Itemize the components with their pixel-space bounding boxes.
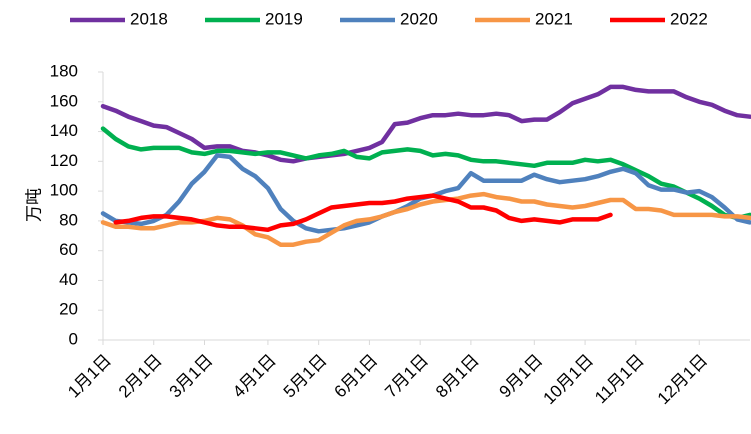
y-tick-label: 20	[59, 300, 78, 319]
y-tick-label: 100	[50, 181, 78, 200]
y-axis-title: 万吨	[24, 188, 43, 222]
x-tick-label: 9月1日	[495, 351, 546, 402]
legend-label: 2019	[265, 9, 303, 28]
y-tick-label: 160	[50, 91, 78, 110]
x-tick-label: 5月1日	[280, 351, 331, 402]
x-tick-label: 2月1日	[115, 351, 166, 402]
series-line	[100, 191, 751, 247]
x-tick-label: 6月1日	[331, 351, 382, 402]
x-tick-label: 7月1日	[381, 351, 432, 402]
x-tick-label: 11月1日	[591, 351, 648, 408]
x-tick-label: 8月1日	[432, 351, 483, 402]
x-tick-label: 12月1日	[654, 351, 712, 409]
series-line	[113, 193, 613, 233]
legend-label: 2021	[535, 9, 573, 28]
legend-label: 2022	[670, 9, 708, 28]
x-tick-label: 4月1日	[229, 351, 280, 402]
x-tick-label: 1月1日	[64, 351, 115, 402]
y-tick-label: 140	[50, 121, 78, 140]
legend-label: 2020	[400, 9, 438, 28]
x-tick-label: 10月1日	[540, 351, 598, 409]
y-tick-label: 40	[59, 270, 78, 289]
y-tick-label: 180	[50, 61, 78, 80]
y-tick-label: 120	[50, 151, 78, 170]
x-tick-label: 3月1日	[166, 351, 217, 402]
legend-label: 2018	[130, 9, 168, 28]
series-line	[100, 126, 751, 221]
series-line	[100, 84, 751, 164]
y-tick-label: 80	[59, 210, 78, 229]
y-tick-label: 0	[69, 329, 78, 348]
y-tick-label: 60	[59, 240, 78, 259]
